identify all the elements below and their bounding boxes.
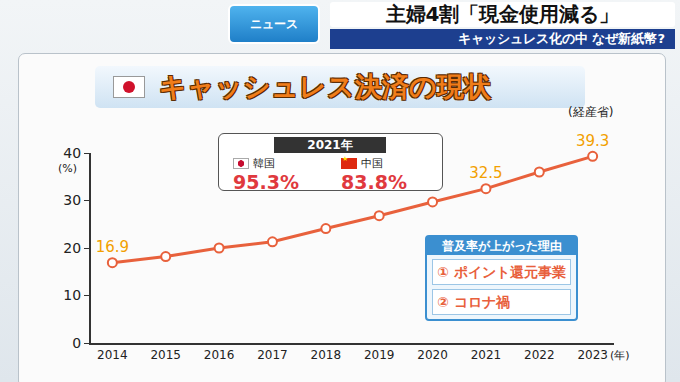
svg-text:30: 30 bbox=[63, 192, 81, 208]
html-text:キャッシュレス決済の現状: キャッシュレス決済の現状 bbox=[159, 71, 491, 102]
html-text:2021年: 2021年 bbox=[307, 138, 353, 152]
svg-text:2019: 2019 bbox=[364, 348, 395, 362]
svg-text:2016: 2016 bbox=[204, 348, 235, 362]
svg-text:2014: 2014 bbox=[97, 348, 128, 362]
html-text:主婦4割「現金使用減る」: 主婦4割「現金使用減る」 bbox=[385, 2, 620, 26]
svg-text:10: 10 bbox=[63, 287, 81, 303]
html-text:83.8%: 83.8% bbox=[341, 171, 407, 193]
svg-text:39.3: 39.3 bbox=[576, 132, 609, 150]
svg-text:2023: 2023 bbox=[577, 348, 608, 362]
svg-text:2021: 2021 bbox=[471, 348, 502, 362]
html-text:韓国: 韓国 bbox=[253, 157, 275, 170]
svg-text:40: 40 bbox=[63, 145, 81, 161]
svg-text:2022: 2022 bbox=[524, 348, 555, 362]
svg-text:2020: 2020 bbox=[417, 348, 448, 362]
html-text:(経産省): (経産省) bbox=[568, 105, 614, 119]
html-text:キャッシュレス化の中 なぜ新紙幣?: キャッシュレス化の中 なぜ新紙幣? bbox=[457, 31, 665, 46]
svg-text:2015: 2015 bbox=[150, 348, 181, 362]
svg-text:16.9: 16.9 bbox=[96, 238, 129, 256]
html-text:95.3%: 95.3% bbox=[233, 171, 299, 193]
html-text:中国: 中国 bbox=[361, 157, 383, 170]
html-text:ニュース: ニュース bbox=[250, 16, 298, 31]
html-text:(年): (年) bbox=[610, 349, 630, 362]
html-text:② コロナ禍: ② コロナ禍 bbox=[437, 294, 510, 310]
svg-text:0: 0 bbox=[72, 335, 81, 351]
html-text:普及率が上がった理由: 普及率が上がった理由 bbox=[441, 239, 562, 253]
html-text:① ポイント還元事業: ① ポイント還元事業 bbox=[437, 264, 566, 280]
svg-text:32.5: 32.5 bbox=[469, 164, 502, 182]
svg-text:20: 20 bbox=[63, 240, 81, 256]
svg-text:2017: 2017 bbox=[257, 348, 288, 362]
svg-text:2018: 2018 bbox=[311, 348, 342, 362]
